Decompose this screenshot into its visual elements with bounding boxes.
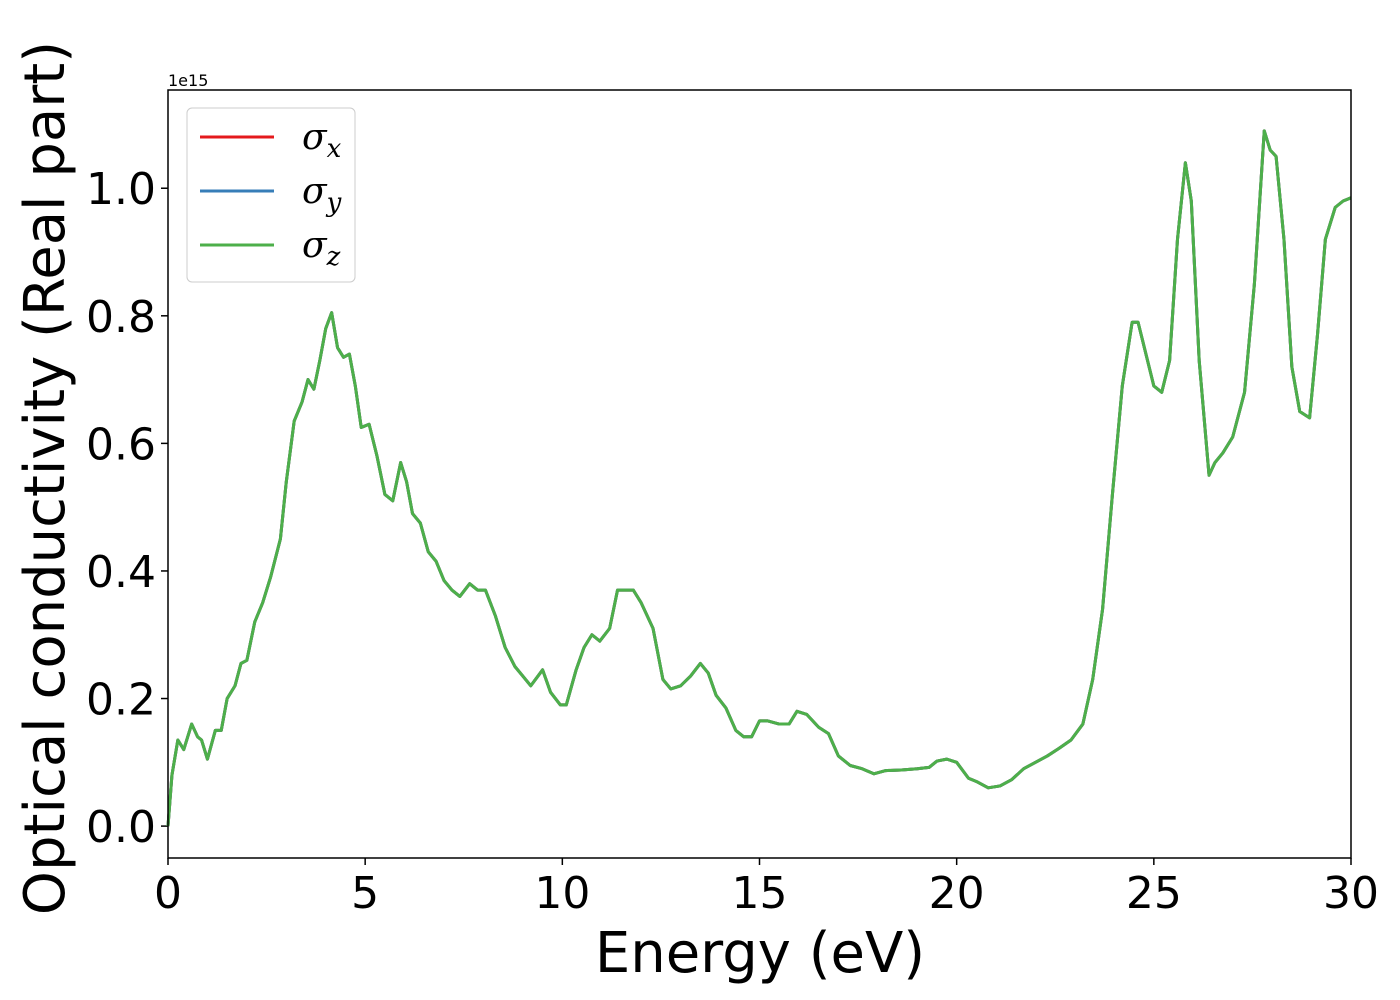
x-tick-label: 10: [534, 868, 590, 919]
legend-label: σx: [302, 117, 342, 164]
series-line: [166, 129, 1352, 827]
legend-box: [186, 107, 356, 283]
x-tick-label: 30: [1323, 868, 1379, 919]
legend-label: σy: [302, 171, 342, 218]
y-tick-label: 0.6: [86, 419, 156, 470]
y-tick-label: 0.2: [86, 675, 156, 726]
x-tick-label: 20: [929, 868, 985, 919]
y-tick-label: 0.8: [86, 292, 156, 343]
legend-label: σz: [302, 225, 341, 272]
plot-frame: [167, 89, 1352, 859]
y-tick-label: 0.4: [86, 547, 156, 598]
x-tick-label: 0: [154, 868, 182, 919]
x-tick-label: 25: [1126, 868, 1182, 919]
y-tick-label: 0.0: [86, 802, 156, 853]
y-offset-label: 1e15: [168, 71, 208, 90]
y-tick-label: 1.0: [86, 164, 156, 215]
x-tick-label: 5: [351, 868, 379, 919]
x-axis-label: Energy (eV): [595, 921, 925, 986]
y-axis-label: Optical conductivity (Real part): [13, 41, 78, 915]
x-tick-label: 15: [732, 868, 788, 919]
legend: σx σy σz: [186, 107, 356, 283]
